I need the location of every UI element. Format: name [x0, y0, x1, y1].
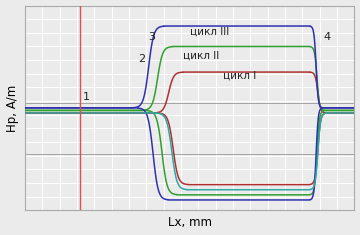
- Text: 4: 4: [323, 32, 330, 42]
- Text: цикл III: цикл III: [190, 26, 229, 36]
- X-axis label: Lx, mm: Lx, mm: [168, 216, 212, 229]
- Y-axis label: Hp, A/m: Hp, A/m: [5, 84, 19, 132]
- Text: 1: 1: [82, 92, 90, 102]
- Text: цикл II: цикл II: [183, 51, 219, 61]
- Text: цикл I: цикл I: [222, 70, 256, 80]
- Text: 2: 2: [139, 54, 146, 64]
- Text: 3: 3: [148, 32, 156, 42]
